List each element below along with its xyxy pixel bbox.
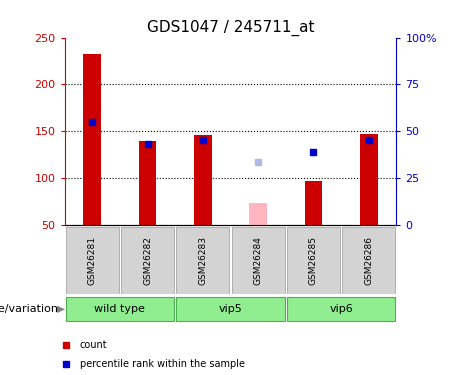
Text: genotype/variation: genotype/variation <box>0 304 64 314</box>
Text: vip6: vip6 <box>329 304 353 314</box>
Bar <box>305 181 322 225</box>
Text: GSM26286: GSM26286 <box>364 236 373 285</box>
Title: GDS1047 / 245711_at: GDS1047 / 245711_at <box>147 20 314 36</box>
Text: GSM26285: GSM26285 <box>309 236 318 285</box>
Bar <box>287 227 340 294</box>
Text: GSM26283: GSM26283 <box>198 236 207 285</box>
Text: GSM26284: GSM26284 <box>254 236 263 285</box>
Text: GSM26281: GSM26281 <box>88 236 97 285</box>
Bar <box>176 227 230 294</box>
Bar <box>65 227 119 294</box>
Text: wild type: wild type <box>95 304 145 314</box>
Text: GSM26282: GSM26282 <box>143 236 152 285</box>
Text: percentile rank within the sample: percentile rank within the sample <box>80 359 245 369</box>
Bar <box>360 134 378 225</box>
Bar <box>83 54 101 225</box>
Bar <box>65 297 174 321</box>
Bar <box>121 227 174 294</box>
Bar <box>231 227 285 294</box>
Bar <box>139 141 156 225</box>
Bar <box>194 135 212 225</box>
Bar <box>342 227 396 294</box>
Text: count: count <box>80 340 107 350</box>
Text: vip5: vip5 <box>219 304 242 314</box>
Bar <box>249 202 267 225</box>
Bar <box>287 297 396 321</box>
Bar <box>176 297 285 321</box>
